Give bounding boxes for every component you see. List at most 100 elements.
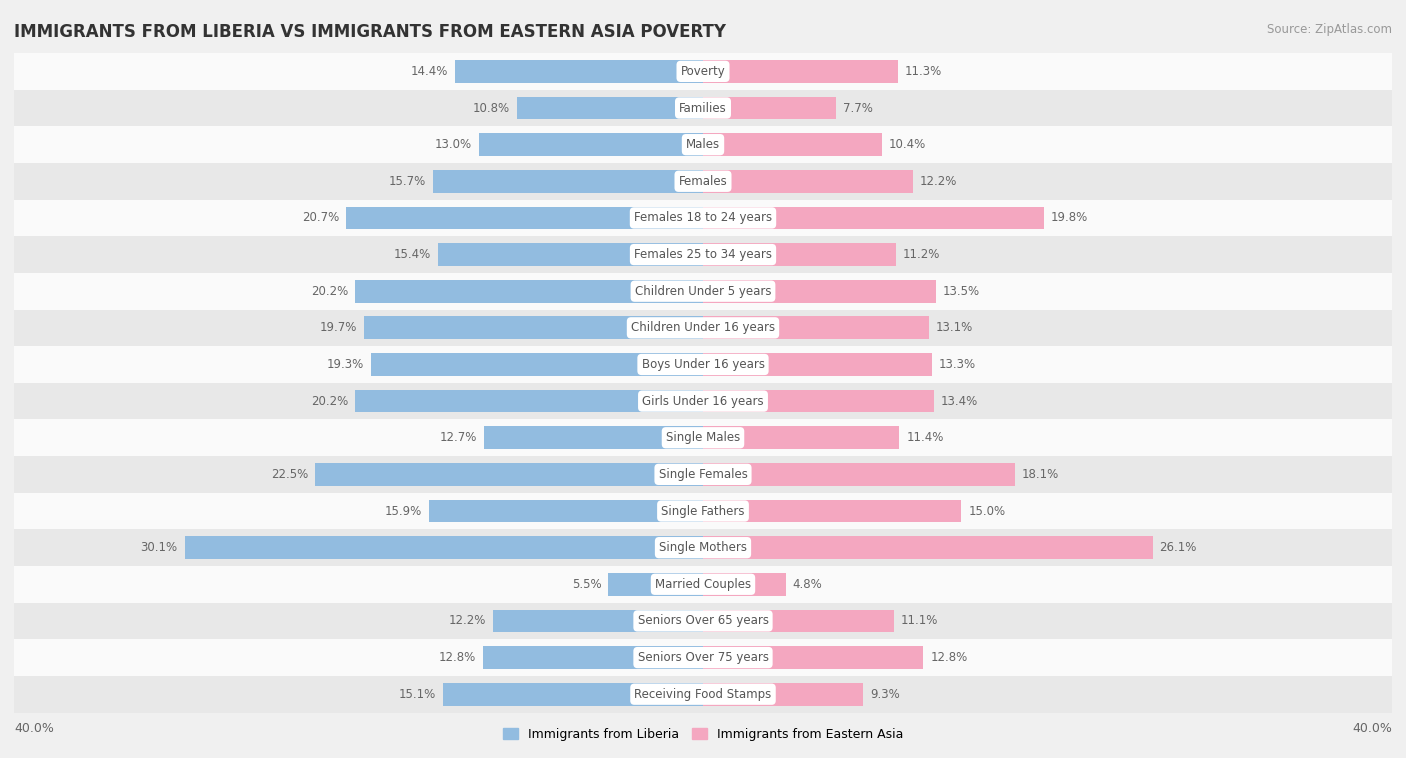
Bar xyxy=(609,573,703,596)
Bar xyxy=(14,199,1392,236)
Text: Boys Under 16 years: Boys Under 16 years xyxy=(641,358,765,371)
Bar xyxy=(14,676,1392,713)
Bar xyxy=(356,280,703,302)
Bar xyxy=(14,53,1392,89)
Text: Girls Under 16 years: Girls Under 16 years xyxy=(643,395,763,408)
Bar xyxy=(703,500,962,522)
Text: 13.1%: 13.1% xyxy=(935,321,973,334)
Bar xyxy=(703,317,928,339)
Bar xyxy=(703,609,894,632)
Text: Females 25 to 34 years: Females 25 to 34 years xyxy=(634,248,772,261)
Legend: Immigrants from Liberia, Immigrants from Eastern Asia: Immigrants from Liberia, Immigrants from… xyxy=(498,723,908,746)
Text: 12.2%: 12.2% xyxy=(449,615,486,628)
Text: 13.4%: 13.4% xyxy=(941,395,979,408)
Text: Married Couples: Married Couples xyxy=(655,578,751,590)
Text: 11.2%: 11.2% xyxy=(903,248,941,261)
Text: 19.3%: 19.3% xyxy=(326,358,364,371)
Bar xyxy=(703,353,932,376)
Text: 11.1%: 11.1% xyxy=(901,615,938,628)
Text: 12.8%: 12.8% xyxy=(931,651,967,664)
Text: Poverty: Poverty xyxy=(681,65,725,78)
Bar xyxy=(703,683,863,706)
Bar xyxy=(14,163,1392,199)
Bar xyxy=(14,346,1392,383)
Text: 12.8%: 12.8% xyxy=(439,651,475,664)
Text: 9.3%: 9.3% xyxy=(870,688,900,700)
Text: Females 18 to 24 years: Females 18 to 24 years xyxy=(634,211,772,224)
Bar xyxy=(14,309,1392,346)
Text: 13.5%: 13.5% xyxy=(942,285,980,298)
Bar xyxy=(429,500,703,522)
Bar xyxy=(184,537,703,559)
Bar xyxy=(703,243,896,266)
Text: 13.0%: 13.0% xyxy=(434,138,472,151)
Text: 12.2%: 12.2% xyxy=(920,175,957,188)
Bar xyxy=(703,97,835,119)
Text: Seniors Over 65 years: Seniors Over 65 years xyxy=(637,615,769,628)
Text: Children Under 5 years: Children Under 5 years xyxy=(634,285,772,298)
Text: 10.4%: 10.4% xyxy=(889,138,927,151)
Bar xyxy=(703,280,935,302)
Text: Source: ZipAtlas.com: Source: ZipAtlas.com xyxy=(1267,23,1392,36)
Text: Males: Males xyxy=(686,138,720,151)
Bar xyxy=(14,273,1392,309)
Text: 40.0%: 40.0% xyxy=(1353,722,1392,735)
Bar xyxy=(14,127,1392,163)
Text: 5.5%: 5.5% xyxy=(572,578,602,590)
Bar xyxy=(14,236,1392,273)
Text: 11.4%: 11.4% xyxy=(907,431,943,444)
Bar xyxy=(14,603,1392,639)
Bar xyxy=(14,419,1392,456)
Bar xyxy=(703,647,924,669)
Text: Single Fathers: Single Fathers xyxy=(661,505,745,518)
Text: IMMIGRANTS FROM LIBERIA VS IMMIGRANTS FROM EASTERN ASIA POVERTY: IMMIGRANTS FROM LIBERIA VS IMMIGRANTS FR… xyxy=(14,23,725,41)
Text: 11.3%: 11.3% xyxy=(904,65,942,78)
Bar xyxy=(14,639,1392,676)
Text: Children Under 16 years: Children Under 16 years xyxy=(631,321,775,334)
Bar xyxy=(703,60,897,83)
Bar xyxy=(703,170,912,193)
Text: 4.8%: 4.8% xyxy=(793,578,823,590)
Bar xyxy=(479,133,703,156)
Text: 20.2%: 20.2% xyxy=(311,395,349,408)
Text: Single Mothers: Single Mothers xyxy=(659,541,747,554)
Text: Females: Females xyxy=(679,175,727,188)
Bar xyxy=(494,609,703,632)
Bar xyxy=(14,89,1392,127)
Text: 14.4%: 14.4% xyxy=(411,65,449,78)
Bar xyxy=(14,529,1392,566)
Bar xyxy=(703,573,786,596)
Text: 30.1%: 30.1% xyxy=(141,541,177,554)
Text: Families: Families xyxy=(679,102,727,114)
Bar xyxy=(703,390,934,412)
Bar xyxy=(364,317,703,339)
Bar xyxy=(703,537,1153,559)
Text: 7.7%: 7.7% xyxy=(842,102,872,114)
Text: 15.7%: 15.7% xyxy=(388,175,426,188)
Bar xyxy=(703,427,900,449)
Text: 26.1%: 26.1% xyxy=(1160,541,1197,554)
Bar xyxy=(443,683,703,706)
Text: 40.0%: 40.0% xyxy=(14,722,53,735)
Text: 22.5%: 22.5% xyxy=(271,468,308,481)
Bar xyxy=(356,390,703,412)
Text: 15.1%: 15.1% xyxy=(399,688,436,700)
Bar xyxy=(703,207,1045,229)
Text: 15.9%: 15.9% xyxy=(385,505,422,518)
Bar xyxy=(484,427,703,449)
Text: 12.7%: 12.7% xyxy=(440,431,478,444)
Bar xyxy=(517,97,703,119)
Bar xyxy=(703,133,882,156)
Text: 19.8%: 19.8% xyxy=(1050,211,1088,224)
Bar xyxy=(433,170,703,193)
Bar xyxy=(456,60,703,83)
Bar xyxy=(14,493,1392,529)
Bar xyxy=(315,463,703,486)
Text: 15.0%: 15.0% xyxy=(969,505,1005,518)
Bar xyxy=(437,243,703,266)
Text: 19.7%: 19.7% xyxy=(319,321,357,334)
Text: Seniors Over 75 years: Seniors Over 75 years xyxy=(637,651,769,664)
Text: 13.3%: 13.3% xyxy=(939,358,976,371)
Bar xyxy=(482,647,703,669)
Bar xyxy=(14,456,1392,493)
